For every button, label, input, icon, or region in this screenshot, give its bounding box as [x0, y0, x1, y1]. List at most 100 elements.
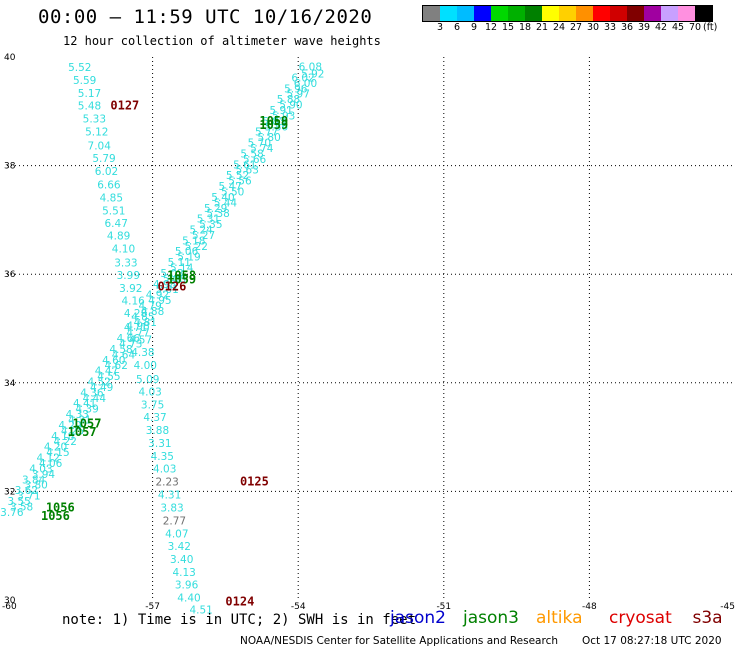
pass-number-label: 1056 [46, 500, 75, 514]
swh-value-ascending: 4.20 [44, 442, 67, 454]
swh-value-ascending: 5.18 [182, 235, 205, 247]
swh-value-ascending: 3.84 [22, 474, 46, 486]
color-swatch [610, 6, 627, 21]
color-swatch [695, 6, 712, 21]
swh-value-ascending: 4.49 [90, 382, 113, 394]
swh-value-ascending: 4.36 [80, 387, 104, 399]
swh-value-ascending: 6.08 [299, 62, 322, 74]
pass-number-label: 1056 [41, 509, 70, 523]
swh-value-ascending: 5.03 [160, 268, 183, 280]
pass-number-label: 1057 [73, 416, 102, 430]
color-swatch [457, 6, 474, 21]
lon-tick-label: -57 [145, 602, 160, 612]
swh-value-descending: 4.07 [165, 529, 188, 541]
swh-value-ascending: 3.80 [24, 480, 47, 492]
color-swatch [678, 6, 695, 21]
swh-value-ascending: 5.61 [233, 159, 256, 171]
swh-value-ascending: 4.77 [126, 328, 149, 340]
swh-value-ascending: 5.80 [257, 132, 280, 144]
swh-value-ascending: 5.08 [163, 273, 186, 285]
swh-value-descending: 6.66 [97, 179, 121, 191]
color-swatch [525, 6, 542, 21]
swh-value-ascending: 5.93 [272, 110, 295, 122]
swh-value-descending: 2.77 [163, 516, 186, 528]
swh-value-ascending: 4.25 [61, 425, 84, 437]
swh-value-ascending: 5.22 [185, 241, 208, 253]
lon-tick-label: -45 [720, 602, 735, 612]
swh-value-ascending: 4.15 [46, 447, 69, 459]
swh-value-descending: 2.23 [155, 476, 178, 488]
pass-number-label: 1058 [167, 269, 196, 283]
swh-value-ascending: 4.33 [66, 409, 89, 421]
lat-tick-label: 36 [4, 270, 16, 280]
swh-value-descending: 5.52 [68, 62, 91, 74]
pass-number-label: 0126 [157, 279, 186, 293]
swh-value-descending: 4.00 [134, 360, 157, 372]
swh-value-descending: 4.38 [131, 347, 154, 359]
swh-value-descending: 3.96 [175, 580, 199, 592]
swh-value-ascending: 5.86 [265, 121, 289, 133]
color-swatch [644, 6, 661, 21]
swh-value-ascending: 5.27 [192, 230, 215, 242]
swh-value-ascending: 5.66 [243, 154, 267, 166]
swh-value-ascending: 4.95 [148, 295, 171, 307]
color-scale-label: 27 [569, 22, 583, 33]
swh-value-descending: 3.88 [146, 425, 169, 437]
swh-value-ascending: 3.58 [10, 501, 33, 513]
footer-note: note: 1) Time is in UTC; 2) SWH is in fe… [62, 612, 417, 628]
color-swatch [661, 6, 678, 21]
swh-value-descending: 3.40 [170, 554, 193, 566]
swh-value-ascending: 5.56 [228, 176, 252, 188]
swh-value-descending: 6.47 [105, 218, 128, 230]
swh-value-descending: 4.37 [143, 412, 166, 424]
swh-value-descending: 4.31 [158, 489, 181, 501]
swh-value-ascending: 4.03 [29, 463, 52, 475]
swh-value-ascending: 4.44 [83, 393, 107, 405]
swh-value-descending: 3.99 [117, 270, 140, 282]
color-swatch [508, 6, 525, 21]
swh-value-descending: 3.42 [168, 541, 191, 553]
lon-tick-label: -54 [291, 602, 306, 612]
swh-value-ascending: 5.31 [197, 214, 220, 226]
swh-value-ascending: 4.79 [138, 300, 161, 312]
swh-value-ascending: 4.92 [146, 290, 169, 302]
color-scale-label: 12 [484, 22, 498, 33]
swh-value-ascending: 4.52 [88, 377, 111, 389]
swh-value-ascending: 5.01 [155, 284, 178, 296]
swh-value-descending: 3.31 [148, 438, 171, 450]
color-scale-label: 6 [453, 22, 461, 33]
swh-value-ascending: 5.90 [279, 100, 302, 112]
swh-value-ascending: 3.71 [17, 491, 40, 503]
swh-value-ascending: 4.62 [105, 360, 128, 372]
swh-value-descending: 5.12 [85, 127, 108, 139]
color-scale-label: 3 [436, 22, 444, 33]
color-swatch [576, 6, 593, 21]
swh-value-ascending: 6.00 [294, 78, 317, 90]
legend-item-jason3: jason3 [463, 608, 519, 628]
swh-value-ascending: 4.06 [39, 458, 63, 470]
swh-value-ascending: 5.63 [236, 165, 259, 177]
swh-value-descending: 4.98 [126, 321, 149, 333]
swh-value-descending: 3.33 [114, 258, 137, 270]
lat-tick-label: 40 [4, 53, 16, 63]
swh-value-ascending: 5.92 [301, 69, 324, 81]
color-scale-label: 24 [552, 22, 566, 33]
color-scale-label: 45 [671, 22, 685, 33]
swh-value-ascending: 4.22 [54, 436, 77, 448]
swh-value-descending: 4.03 [153, 463, 176, 475]
swh-value-descending: 4.10 [112, 243, 135, 255]
swh-value-ascending: 4.64 [112, 349, 136, 361]
swh-value-ascending: 5.14 [170, 262, 194, 274]
legend-item-cryosat: cryosat [609, 608, 672, 628]
swh-value-descending: 5.17 [78, 88, 101, 100]
swh-value-descending: 4.85 [100, 192, 123, 204]
color-scale-label: 42 [654, 22, 668, 33]
color-scale-label: 39 [637, 22, 651, 33]
pass-number-label: 1059 [167, 272, 196, 286]
swh-value-descending: 5.51 [102, 205, 125, 217]
swh-value-ascending: 4.81 [134, 317, 157, 329]
color-scale-label: 9 [470, 22, 478, 33]
swh-value-ascending: 5.35 [199, 219, 222, 231]
swh-value-descending: 5.09 [136, 374, 159, 386]
